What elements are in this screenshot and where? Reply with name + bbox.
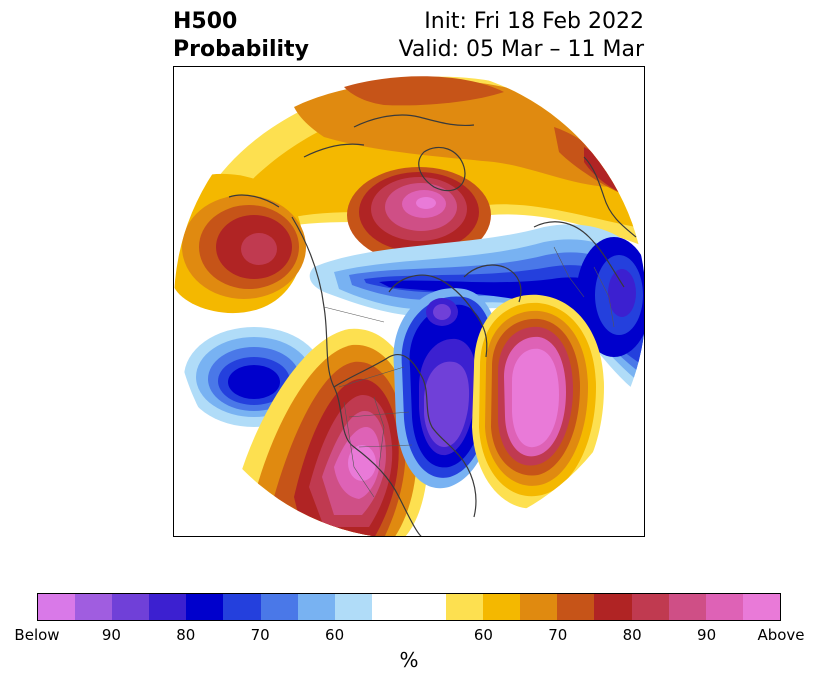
colorbar-tick-label: Above	[757, 626, 805, 644]
political-borders	[323, 246, 615, 498]
colorbar-segment	[557, 594, 595, 620]
colorbar-segment	[186, 594, 224, 620]
colorbar-segment	[520, 594, 558, 620]
colorbar-segment	[260, 594, 298, 620]
colorbar-segment	[742, 594, 780, 620]
probability-map	[173, 66, 645, 537]
colorbar-segment	[371, 594, 409, 620]
colorbar-segment	[38, 594, 76, 620]
colorbar-segment	[149, 594, 187, 620]
above-north-atlantic	[472, 294, 604, 509]
probability-colorbar	[37, 593, 781, 621]
colorbar-segment	[112, 594, 150, 620]
init-date-label: Init: Fri 18 Feb 2022	[424, 9, 644, 34]
colorbar-tick-label: 60	[325, 626, 345, 644]
colorbar-tick-label: 70	[548, 626, 568, 644]
colorbar-segment	[594, 594, 632, 620]
colorbar-tick-label: 80	[176, 626, 196, 644]
colorbar-segment	[223, 594, 261, 620]
title-line-2: Probability	[173, 37, 309, 62]
colorbar-tick-label: 70	[250, 626, 270, 644]
colorbar-segment	[75, 594, 113, 620]
above-southwest-us	[234, 328, 428, 536]
colorbar-segment	[446, 594, 484, 620]
colorbar-segment	[297, 594, 335, 620]
coastlines	[228, 114, 637, 536]
above-north-pacific	[174, 173, 306, 314]
colorbar-segment	[334, 594, 372, 620]
colorbar-unit-label: %	[399, 648, 419, 672]
colorbar-tick-label: Below	[14, 626, 60, 644]
colorbar-segment	[408, 594, 447, 620]
colorbar-segment	[668, 594, 706, 620]
colorbar-tick-label: 90	[697, 626, 717, 644]
above-arctic-band	[184, 76, 644, 257]
colorbar-segment	[705, 594, 743, 620]
colorbar-tick-label: 80	[622, 626, 642, 644]
forecast-dates: Init: Fri 18 Feb 2022 Valid: 05 Mar – 11…	[399, 8, 644, 64]
colorbar-segment	[483, 594, 521, 620]
title-line-1: H500	[173, 9, 238, 34]
below-europe	[576, 237, 644, 357]
polar-stereographic-map	[174, 67, 644, 536]
below-eastern-north-america	[393, 288, 501, 489]
colorbar-segment	[631, 594, 669, 620]
colorbar-tick-label: 60	[473, 626, 493, 644]
above-greenland	[347, 167, 491, 263]
colorbar-tick-label: 90	[101, 626, 121, 644]
map-title: H500 Probability	[173, 8, 309, 64]
valid-range-label: Valid: 05 Mar – 11 Mar	[398, 37, 644, 62]
